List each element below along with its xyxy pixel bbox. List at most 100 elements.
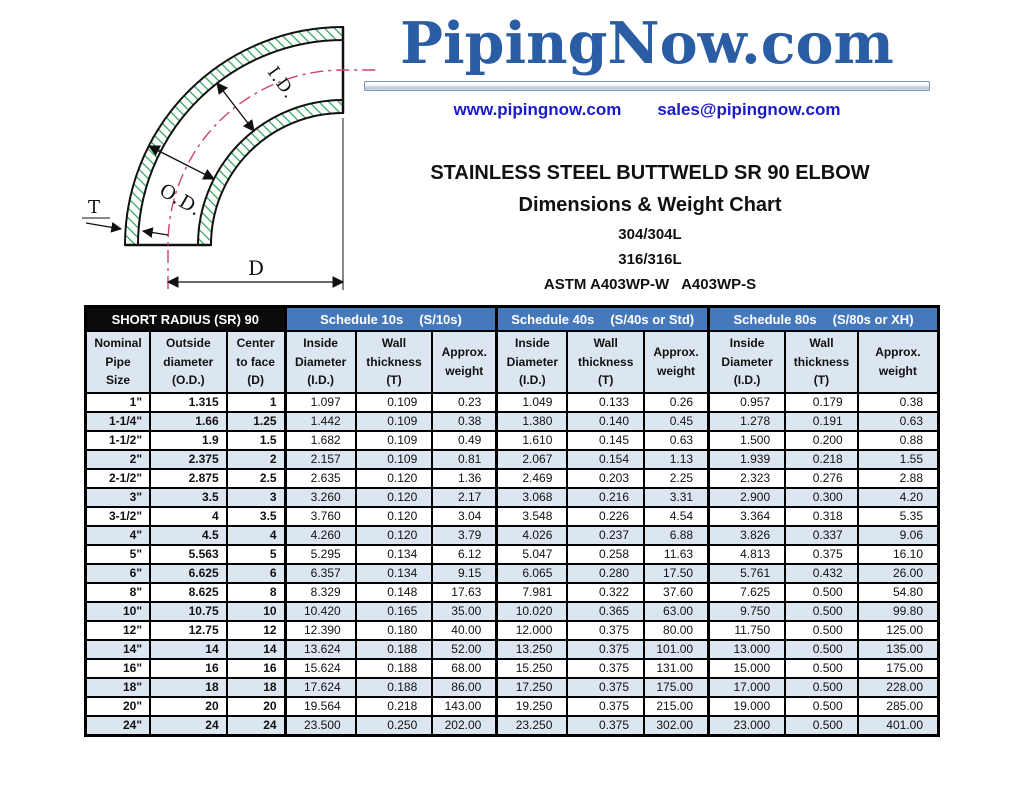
table-cell: 86.00 [431,677,498,698]
schedule-name: Schedule 40s [511,311,595,327]
grade-304: 304/304L [618,226,682,243]
table-row: 16" 16 16 15.624 0.188 68.00 15.250 0.375 131.00… [84,658,940,679]
table-cell: 0.109 [354,411,434,432]
table-band-row: SHORT RADIUS (SR) 90 Schedule 10s (S/10s) S… [84,305,940,332]
table-cell: 2.25 [643,468,710,489]
table-cell: 1.500 [707,430,787,451]
table-cell: 0.237 [566,525,645,546]
email-link[interactable]: sales@pipingnow.com [657,99,841,119]
table-cell: 0.23 [431,392,498,413]
table-cell: 8.625 [149,582,228,603]
table-cell: 6" [84,563,152,584]
table-row: 3" 3.5 3 3.260 0.120 2.17 3.068 0.216 3.31 2.900 0… [84,487,940,508]
table-cell: 0.216 [566,487,645,508]
table-cell: 15.250 [495,658,569,679]
table-cell: 0.38 [431,411,498,432]
table-cell: 6.88 [643,525,710,546]
table-cell: 1.13 [643,449,710,470]
table-cell: 0.165 [354,601,434,622]
table-cell: 18 [225,677,287,698]
column-header: Approx. weight [856,330,940,394]
table-cell: 0.375 [566,658,645,679]
table-cell: 18 [149,677,228,698]
table-cell: 63.00 [643,601,710,622]
website-link[interactable]: www.pipingnow.com [453,99,622,119]
schedule-code: (S/80s or XH) [832,311,914,327]
table-cell: 3.31 [643,487,710,508]
table-cell: 0.188 [354,658,434,679]
table-row: 2" 2.375 2 2.157 0.109 0.81 2.067 0.154 1.13 1.93… [84,449,940,470]
band-schedule-1: Schedule 40s (S/40s or Std) [495,305,710,332]
table-cell: 1.25 [225,411,287,432]
id-dimension-arrow [216,82,255,132]
elbow-diagram-svg: I.D. O.D. T D [82,25,379,290]
table-cell: 2" [84,449,152,470]
table-row: 18" 18 18 17.624 0.188 86.00 17.250 0.375 175.00… [84,677,940,698]
column-header: Wall thickness (T) [566,330,645,394]
table-cell: 1.442 [283,411,357,432]
table-cell: 10 [225,601,287,622]
table-cell: 14 [225,639,287,660]
table-cell: 17.250 [495,677,569,698]
column-header: Outside diameter (O.D.) [149,330,228,394]
page-title: STAINLESS STEEL BUTTWELD SR 90 ELBOW [430,162,870,184]
table-cell: 3.04 [431,506,498,527]
table-cell: 2-1/2" [84,468,152,489]
table-cell: 3.760 [283,506,357,527]
inner-wall-band [196,98,344,246]
column-header: Wall thickness (T) [354,330,434,394]
table-cell: 0.38 [856,392,940,413]
table-cell: 5.563 [149,544,228,565]
table-cell: 0.191 [784,411,859,432]
table-cell: 9.06 [856,525,940,546]
table-cell: 10" [84,601,152,622]
table-cell: 3" [84,487,152,508]
table-cell: 2.469 [495,468,569,489]
table-cell: 4" [84,525,152,546]
table-cell: 5" [84,544,152,565]
table-cell: 1.682 [283,430,357,451]
table-cell: 3.5 [149,487,228,508]
table-cell: 0.120 [354,525,434,546]
table-cell: 2.17 [431,487,498,508]
column-header: Approx. weight [643,330,710,394]
table-cell: 99.80 [856,601,940,622]
table-cell: 0.81 [431,449,498,470]
table-cell: 0.375 [566,677,645,698]
table-row: 14" 14 14 13.624 0.188 52.00 13.250 0.375 101.00… [84,639,940,660]
table-row: 8" 8.625 8 8.329 0.148 17.63 7.981 0.322 37.60 7.… [84,582,940,603]
table-cell: 13.250 [495,639,569,660]
grade-316: 316/316L [618,251,682,268]
table-cell: 0.63 [643,430,710,451]
table-cell: 16.10 [856,544,940,565]
thickness-arrow-left [85,222,123,233]
table-cell: 3.826 [707,525,787,546]
outer-wall-band [123,25,344,246]
table-row: 1-1/4" 1.66 1.25 1.442 0.109 0.38 1.380 0.140 0.… [84,411,940,432]
thickness-label: T [88,197,100,218]
table-cell: 0.300 [784,487,859,508]
table-cell: 4.260 [283,525,357,546]
d-label: D [248,256,264,280]
table-cell: 24 [149,715,228,737]
table-cell: 20" [84,696,152,717]
table-cell: 1.9 [149,430,228,451]
table-cell: 4.5 [149,525,228,546]
table-cell: 0.120 [354,487,434,508]
table-cell: 0.109 [354,392,434,413]
table-cell: 17.000 [707,677,787,698]
table-cell: 12 [225,620,287,641]
table-cell: 143.00 [431,696,498,717]
table-cell: 18" [84,677,152,698]
table-cell: 16" [84,658,152,679]
table-cell: 101.00 [643,639,710,660]
table-cell: 0.45 [643,411,710,432]
table-cell: 1-1/4" [84,411,152,432]
table-cell: 0.200 [784,430,859,451]
table-cell: 5.761 [707,563,787,584]
table-cell: 4.20 [856,487,940,508]
table-row: 3-1/2" 4 3.5 3.760 0.120 3.04 3.548 0.226 4.54 3.… [84,506,940,527]
table-cell: 4.026 [495,525,569,546]
elbow-drawing: I.D. O.D. T D [58,10,380,302]
column-header: Nominal Pipe Size [84,330,152,394]
